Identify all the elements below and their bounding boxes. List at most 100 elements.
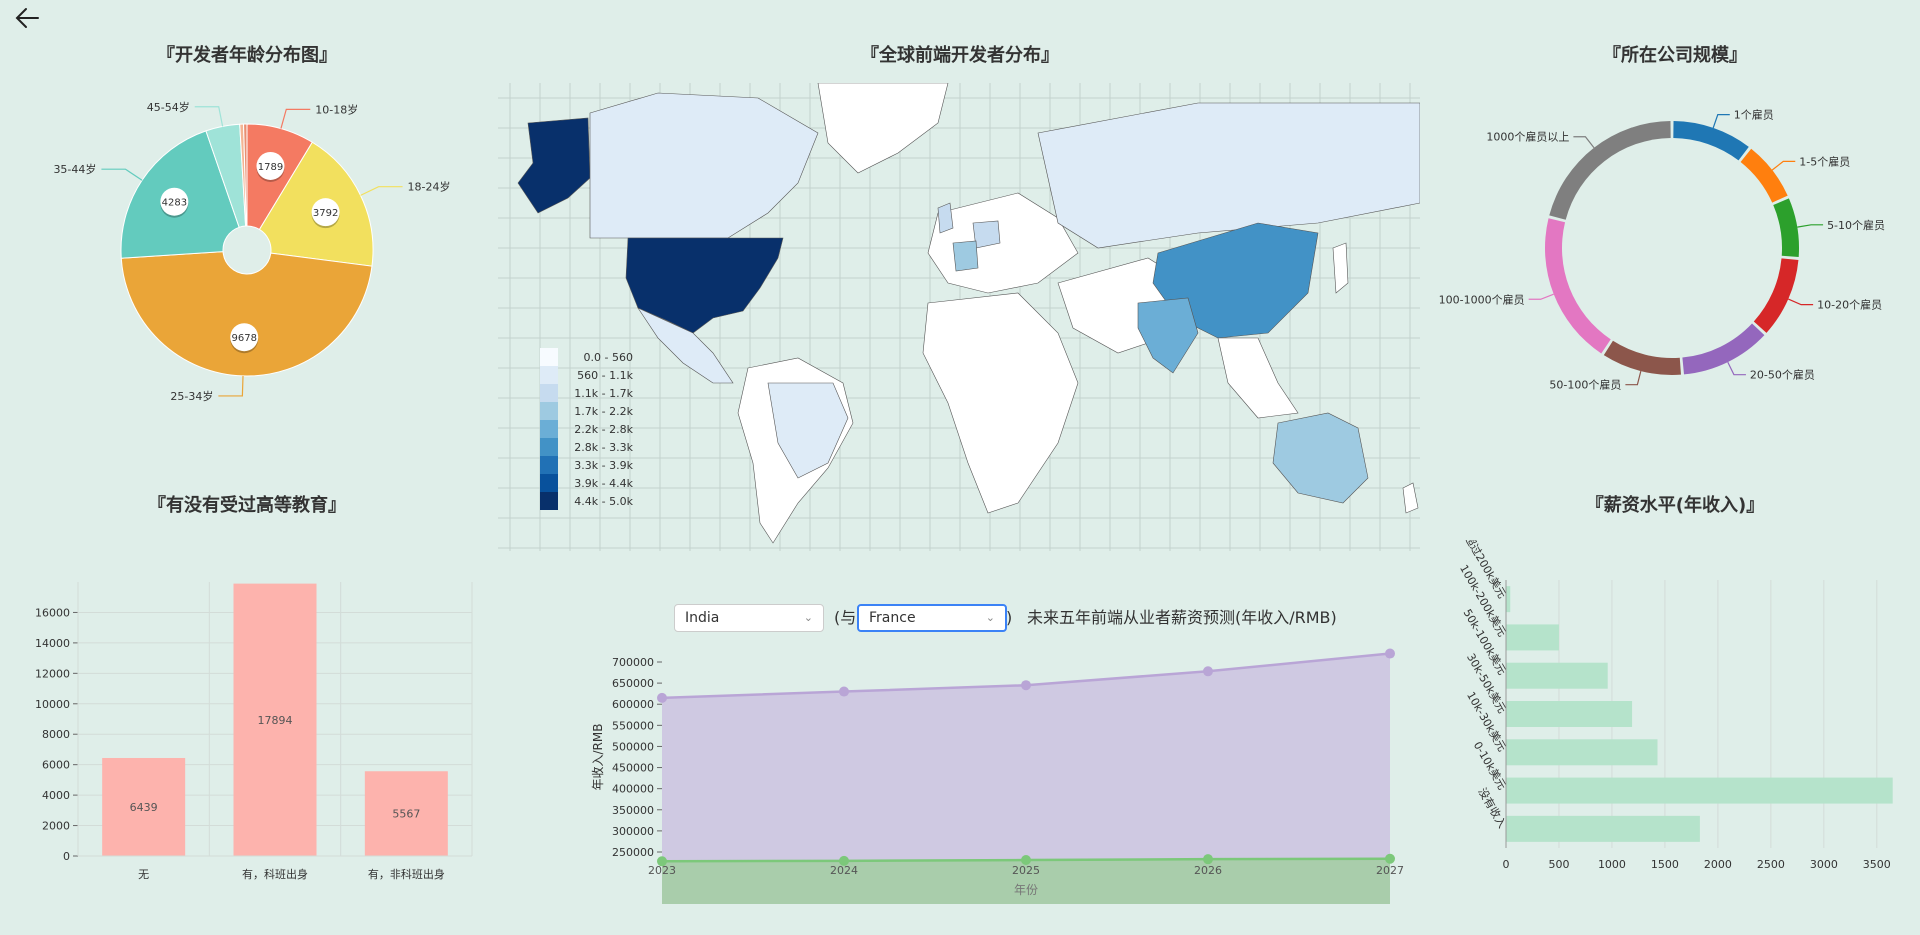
- back-button[interactable]: [14, 6, 42, 30]
- salary-forecast-area-chart: 250000 300000 350000 400000 450000 500000 5500…: [591, 648, 1404, 904]
- age-value-badge: [311, 198, 340, 227]
- forecast-title: 未来五年前端从业者薪资预测(年收入/RMB): [1027, 608, 1337, 627]
- map-legend-label: 4.4k - 5.0k: [574, 495, 633, 508]
- country-select-compare[interactable]: France ⌄: [857, 604, 1007, 632]
- company-donut-leader: [1528, 293, 1554, 300]
- arrow-left-icon: [15, 8, 39, 28]
- map-legend-label: 2.8k - 3.3k: [574, 441, 633, 454]
- company-donut-leader: [1712, 114, 1730, 129]
- salary-chart-title: 『薪资水平(年收入)』: [1585, 495, 1765, 516]
- company-donut-slice: [1740, 148, 1788, 203]
- education-bar-value: 17894: [258, 714, 293, 727]
- company-donut-slice: [1603, 340, 1681, 375]
- forecast-x-tick-label: 2024: [830, 864, 858, 877]
- age-value-badge: [160, 187, 189, 216]
- chevron-down-icon: ⌄: [803, 611, 813, 624]
- age-pie-label: 35-44岁: [53, 162, 96, 176]
- education-y-tick-label: 6000: [42, 759, 70, 772]
- map-germany: [972, 220, 1001, 249]
- education-y-tick-label: 4000: [42, 789, 70, 802]
- company-donut-label: 10-20个雇员: [1817, 298, 1882, 312]
- country-select-primary[interactable]: India ⌄: [674, 604, 824, 632]
- forecast-point: [657, 856, 667, 867]
- age-pie-label: 25-34岁: [170, 389, 213, 403]
- company-donut-label: 20-50个雇员: [1750, 368, 1815, 382]
- company-donut-leader: [1573, 136, 1595, 149]
- education-bar: [102, 757, 186, 856]
- education-y-tick-label: 10000: [35, 698, 70, 711]
- salary-bar: [1506, 815, 1700, 842]
- forecast-x-tick-label: 2025: [1012, 864, 1040, 877]
- world-map[interactable]: 0.0 - 560 560 - 1.1k 1.1k - 1.7k 1.7k - 2.2…: [498, 83, 1420, 551]
- map-mexico: [637, 307, 734, 384]
- forecast-area: [662, 858, 1390, 904]
- education-bar-value: 5567: [392, 808, 420, 821]
- education-y-tick-label: 14000: [35, 637, 70, 650]
- age-pie-label: 45-54岁: [147, 100, 190, 114]
- education-x-tick-label: 有，非科班出身: [368, 867, 445, 881]
- salary-bar: [1506, 624, 1559, 651]
- map-legend-swatch: [540, 420, 558, 438]
- forecast-point: [657, 692, 667, 703]
- age-pie-slice: [246, 123, 313, 231]
- map-legend-label: 2.2k - 2.8k: [574, 423, 633, 436]
- map-japan: [1332, 242, 1349, 294]
- company-donut-slice: [1753, 258, 1799, 333]
- map-usa: [625, 237, 784, 334]
- company-donut-label: 1-5个雇员: [1799, 154, 1850, 168]
- education-y-tick-label: 8000: [42, 728, 70, 741]
- salary-bar: [1506, 586, 1511, 613]
- company-donut-leader: [1788, 298, 1814, 306]
- map-legend-label: 3.3k - 3.9k: [574, 459, 633, 472]
- map-china: [1152, 222, 1319, 339]
- country-select-primary-value: India: [685, 610, 720, 626]
- age-pie-slice: [120, 251, 373, 377]
- map-legend-swatch: [540, 438, 558, 456]
- forecast-y-axis-label: 年收入/RMB: [591, 724, 605, 791]
- education-y-tick-label: 0: [63, 850, 70, 863]
- company-donut-leader: [1625, 370, 1642, 386]
- salary-bar: [1506, 777, 1893, 804]
- map-legend-label: 3.9k - 4.4k: [574, 477, 633, 490]
- company-donut-slice: [1773, 198, 1799, 257]
- map-russia: [1037, 102, 1420, 249]
- map-new-zealand: [1402, 482, 1419, 514]
- education-y-tick-label: 12000: [35, 667, 70, 680]
- forecast-x-tick-label: 2026: [1194, 864, 1222, 877]
- map-se-asia: [1217, 337, 1299, 419]
- salary-x-tick-label: 3000: [1810, 858, 1838, 871]
- forecast-point: [1385, 648, 1395, 659]
- forecast-point: [1021, 680, 1031, 691]
- company-donut-label: 100-1000个雇员: [1439, 292, 1525, 306]
- map-brazil: [767, 382, 849, 479]
- education-bar-chart: 0 2000 4000 6000 8000 10000 12000 14000 16000 643…: [35, 582, 473, 881]
- forecast-point: [1203, 854, 1213, 865]
- forecast-y-tick-label: 500000: [612, 740, 654, 753]
- map-legend-label: 1.7k - 2.2k: [574, 405, 633, 418]
- age-pie-leader: [194, 106, 224, 127]
- world-map-svg: 0.0 - 560 560 - 1.1k 1.1k - 1.7k 1.7k - 2.2…: [498, 83, 1420, 551]
- company-donut-slice: [1545, 218, 1611, 354]
- map-legend-swatch: [540, 402, 558, 420]
- company-donut-leader: [1727, 361, 1746, 376]
- age-value-label: 3792: [313, 208, 338, 219]
- compare-paren-close: ): [1006, 608, 1013, 627]
- age-value-badge: [230, 323, 259, 352]
- map-uk: [937, 202, 954, 234]
- age-value-label: 9678: [232, 333, 257, 344]
- salary-x-tick-label: 2500: [1757, 858, 1785, 871]
- map-legend-swatch: [540, 348, 558, 366]
- map-legend-swatch: [540, 456, 558, 474]
- salary-bar-chart: 0 500 1000 1500 2000 2500 3000 3500超过200k美元100k…: [1457, 540, 1893, 871]
- company-donut-label: 1个雇员: [1734, 108, 1774, 122]
- forecast-area: [662, 653, 1390, 904]
- company-donut-label: 50-100个雇员: [1549, 378, 1621, 392]
- map-legend-swatch: [540, 384, 558, 402]
- education-x-tick-label: 有，科班出身: [242, 867, 308, 881]
- country-select-compare-value: France: [869, 610, 916, 626]
- salary-x-tick-label: 1500: [1651, 858, 1679, 871]
- forecast-x-tick-label: 2023: [648, 864, 676, 877]
- age-pie-slice: [243, 123, 248, 227]
- map-africa: [922, 292, 1079, 514]
- age-pie-label: 10-18岁: [315, 102, 358, 116]
